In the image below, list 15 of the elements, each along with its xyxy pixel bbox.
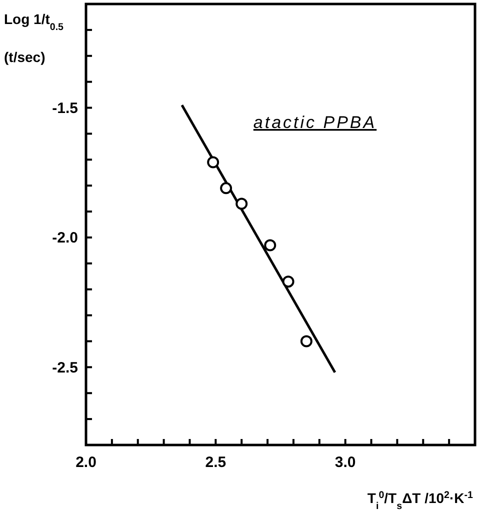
x-tick-label: 2.5 <box>205 454 226 471</box>
x-tick-label: 2.0 <box>76 454 96 471</box>
point <box>300 335 312 348</box>
y-tick-label: -2.0 <box>52 230 78 247</box>
point <box>220 182 232 194</box>
annotation: atactic PPBA <box>253 113 377 132</box>
x-tick-label: 3.0 <box>334 454 356 471</box>
point <box>264 239 276 252</box>
point <box>207 156 220 168</box>
point <box>236 198 248 210</box>
y-tick-label: -1.5 <box>52 100 78 118</box>
text: Log 1/t$_{0.5}$ (t/sec) <box>4 11 64 65</box>
point <box>282 276 294 288</box>
text: T$_{i}$$^{0}$/T$_{s}$ΔT /10$^{2}$·K$^{-1}$ <box>367 490 473 512</box>
y-tick-label: -2.5 <box>52 359 78 376</box>
